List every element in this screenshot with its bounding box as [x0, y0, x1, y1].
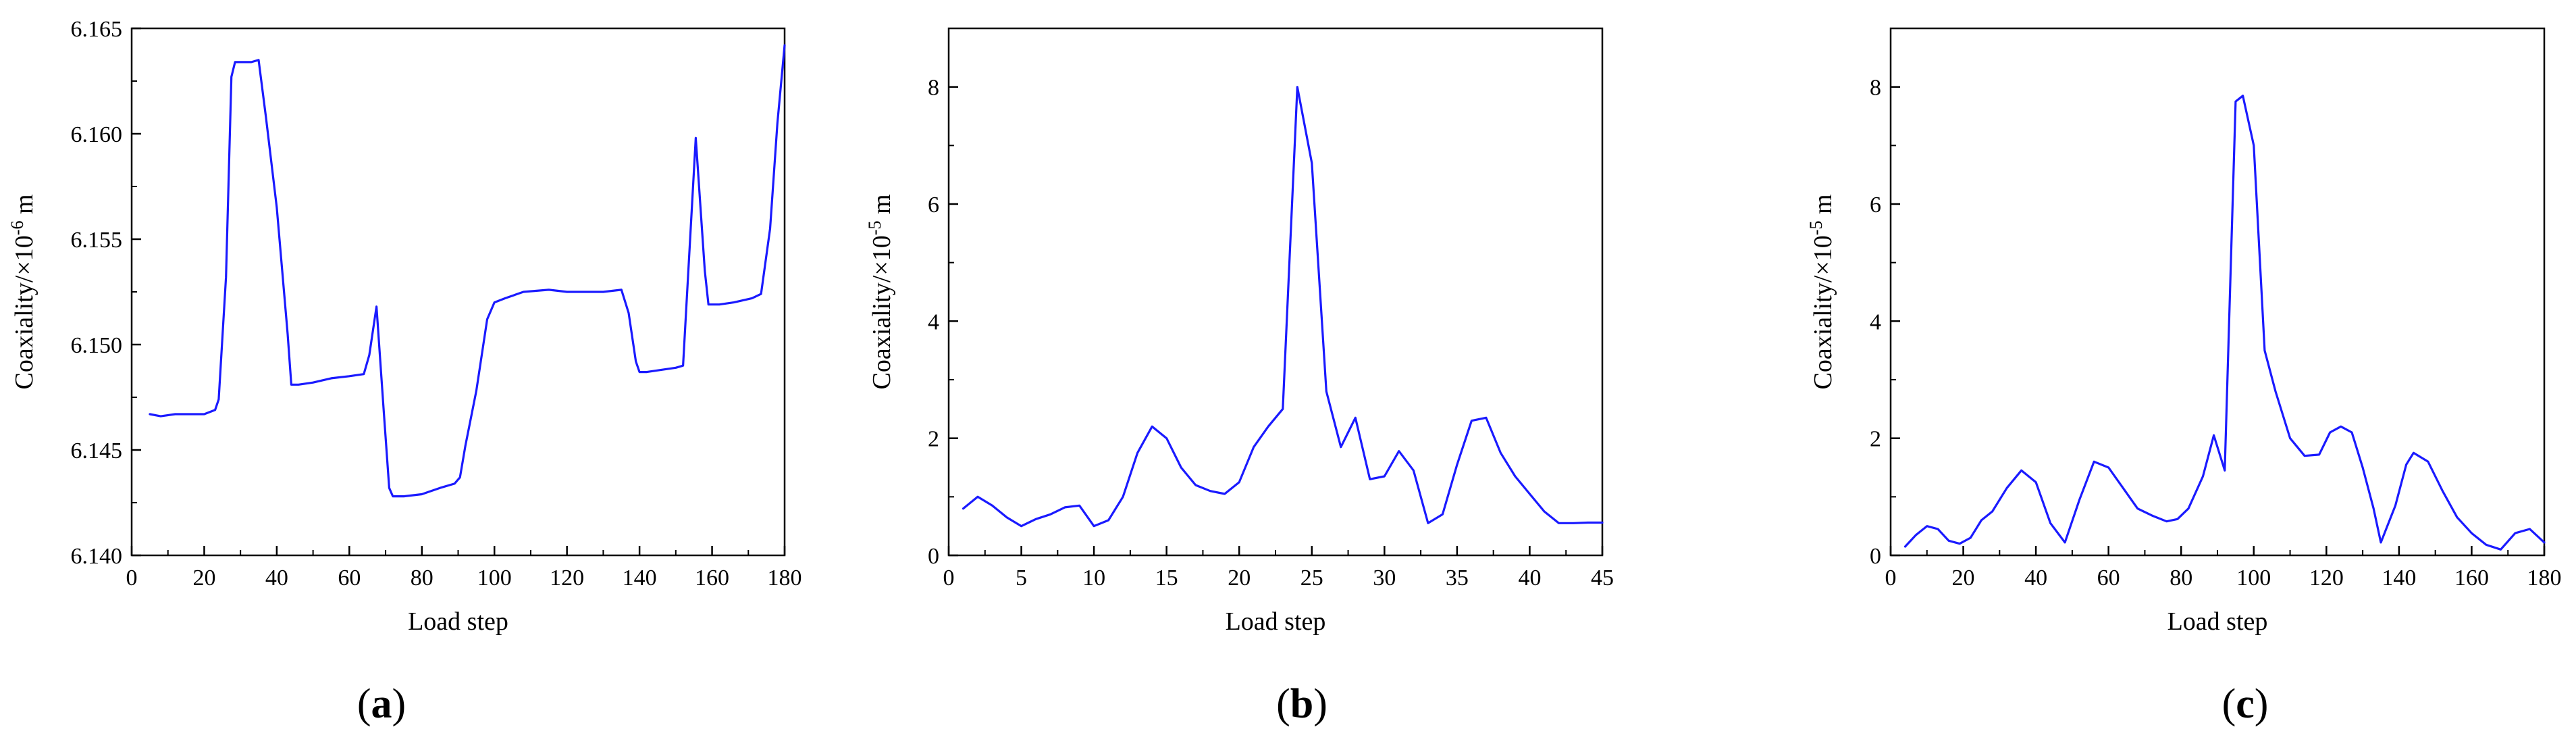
- x-tick-label: 45: [1591, 566, 1614, 590]
- x-tick-label: 120: [2309, 566, 2344, 590]
- x-tick-label: 15: [1155, 566, 1178, 590]
- chart-panel-c: 0 20 40 60 80 100 120 140 160 180 0 2 4 6 8 Load step Co…: [1806, 27, 2562, 727]
- x-tick-label: 30: [1373, 566, 1396, 590]
- y-tick-label: 2: [1870, 427, 1881, 452]
- x-tick-label: 160: [2454, 566, 2489, 590]
- panel-caption: (b): [1276, 681, 1328, 727]
- series-line: [149, 44, 786, 498]
- x-tick-label: 40: [265, 566, 288, 590]
- y-tick-label: 4: [928, 309, 939, 334]
- x-tick-label: 40: [2024, 566, 2047, 590]
- x-tick-label: 180: [768, 566, 802, 590]
- y-axis-title: Coaxiality/×10-6 m: [7, 194, 38, 389]
- y-tick-label: 0: [1870, 544, 1881, 569]
- x-axis-title: Load step: [2167, 607, 2268, 636]
- y-tick-label: 6.155: [71, 228, 123, 253]
- y-tick-label: 6.165: [71, 17, 123, 42]
- y-tick-label: 6.145: [71, 438, 123, 463]
- x-tick-label: 160: [695, 566, 729, 590]
- x-axis-title: Load step: [408, 607, 508, 636]
- y-tick-label: 6.140: [71, 544, 123, 569]
- y-axis-title: Coaxiality/×10-5 m: [1806, 194, 1837, 389]
- plot-frame: [1889, 27, 2546, 557]
- x-tick-label: 10: [1082, 566, 1105, 590]
- series-line: [962, 86, 1604, 528]
- x-tick-label: 25: [1300, 566, 1323, 590]
- x-tick-label: 60: [338, 566, 361, 590]
- chart-panel-a: 0 20 40 60 80 100 120 140 160 180 6.140 6.145 6.150 6…: [7, 17, 802, 727]
- x-tick-label: 5: [1016, 566, 1027, 590]
- y-tick-label: 6: [928, 193, 939, 218]
- x-axis-title: Load step: [1226, 607, 1326, 636]
- x-tick-label: 180: [2527, 566, 2562, 590]
- x-tick-label: 20: [1228, 566, 1251, 590]
- x-tick-label: 100: [477, 566, 512, 590]
- y-tick-label: 6: [1870, 193, 1881, 218]
- x-tick-label: 20: [1952, 566, 1975, 590]
- y-tick-label: 6.150: [71, 333, 123, 358]
- y-tick-label: 4: [1870, 309, 1881, 334]
- x-tick-label: 35: [1446, 566, 1469, 590]
- x-tick-label: 140: [2382, 566, 2416, 590]
- panel-caption: (c): [2222, 681, 2269, 727]
- x-tick-label: 0: [943, 566, 955, 590]
- panel-caption: (a): [357, 681, 406, 727]
- x-tick-label: 100: [2236, 566, 2271, 590]
- x-tick-label: 0: [1885, 566, 1897, 590]
- chart-panel-b: 0 5 10 15 20 25 30 35 40 45 0 2 4 6 8 Load step Coaxiali…: [865, 27, 1614, 727]
- x-tick-label: 0: [126, 566, 138, 590]
- x-tick-label: 120: [550, 566, 584, 590]
- x-tick-label: 140: [623, 566, 657, 590]
- y-tick-label: 8: [1870, 76, 1881, 101]
- y-tick-label: 6.160: [71, 122, 123, 147]
- x-tick-label: 60: [2097, 566, 2120, 590]
- y-tick-label: 0: [928, 544, 939, 569]
- plot-frame: [947, 27, 1604, 557]
- y-tick-label: 8: [928, 76, 939, 101]
- x-tick-label: 40: [1518, 566, 1541, 590]
- y-tick-label: 2: [928, 427, 939, 452]
- x-tick-label: 20: [192, 566, 215, 590]
- x-tick-label: 80: [2170, 566, 2192, 590]
- y-axis-title: Coaxiality/×10-5 m: [865, 194, 896, 389]
- x-tick-label: 80: [411, 566, 433, 590]
- series-line: [1903, 95, 2546, 551]
